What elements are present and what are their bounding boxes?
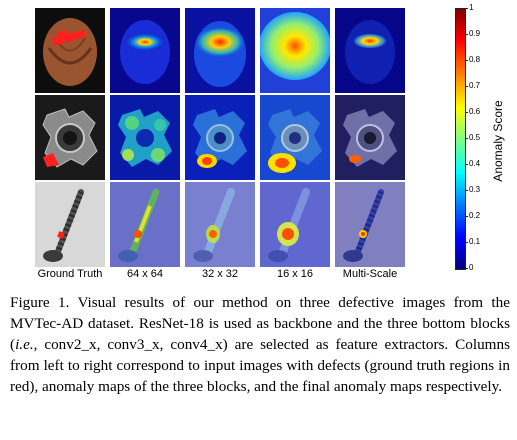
- metal-nut-map-32: [185, 95, 255, 180]
- colorbar-tick: 0.9: [464, 29, 481, 38]
- hazelnut-map-32: [185, 8, 255, 93]
- screw-map-64: [110, 182, 180, 267]
- column-label-64: 64 x 64: [126, 268, 164, 280]
- figure: Ground Truth 64 x 64 32 x 32 16 x 16 Mul…: [35, 3, 505, 280]
- caption-text-2: , conv2_x, conv3_x, conv4_x) are selecte…: [10, 336, 510, 395]
- column-label-multi-scale: Multi-Scale: [342, 268, 398, 280]
- colorbar-tick: 0.4: [464, 159, 481, 168]
- colorbar-tick: 0.2: [464, 211, 481, 220]
- colorbar-tick: 0: [464, 263, 474, 272]
- metal-nut-map-16: [260, 95, 330, 180]
- colorbar-tick: 0.8: [464, 55, 481, 64]
- column-label-ground-truth: Ground Truth: [37, 268, 103, 280]
- metal-nut-map-64: [110, 95, 180, 180]
- caption-text-1: Figure 1. Visual results of our method o…: [10, 294, 510, 353]
- hazelnut-map-multi-scale: [335, 8, 405, 93]
- colorbar-tick: 0.5: [464, 133, 481, 142]
- metal-nut-ground-truth-image: [35, 95, 105, 180]
- column-label-32: 32 x 32: [201, 268, 239, 280]
- colorbar-tick: 1: [464, 3, 474, 12]
- caption-ie: i.e.: [15, 336, 34, 353]
- metal-nut-map-multi-scale: [335, 95, 405, 180]
- hazelnut-map-16: [260, 8, 330, 93]
- screw-map-32: [185, 182, 255, 267]
- colorbar-tick: 0.6: [464, 107, 481, 116]
- hazelnut-map-64: [110, 8, 180, 93]
- screw-map-multi-scale: [335, 182, 405, 267]
- screw-map-16: [260, 182, 330, 267]
- colorbar-tick: 0.1: [464, 237, 481, 246]
- screw-ground-truth-image: [35, 182, 105, 267]
- hazelnut-ground-truth-image: [35, 8, 105, 93]
- anomaly-score-colorbar: [455, 8, 466, 270]
- figure-caption: Figure 1. Visual results of our method o…: [10, 292, 510, 397]
- colorbar-title: Anomaly Score: [491, 100, 505, 182]
- colorbar-tick: 0.7: [464, 81, 481, 90]
- column-label-16: 16 x 16: [276, 268, 314, 280]
- colorbar-tick: 0.3: [464, 185, 481, 194]
